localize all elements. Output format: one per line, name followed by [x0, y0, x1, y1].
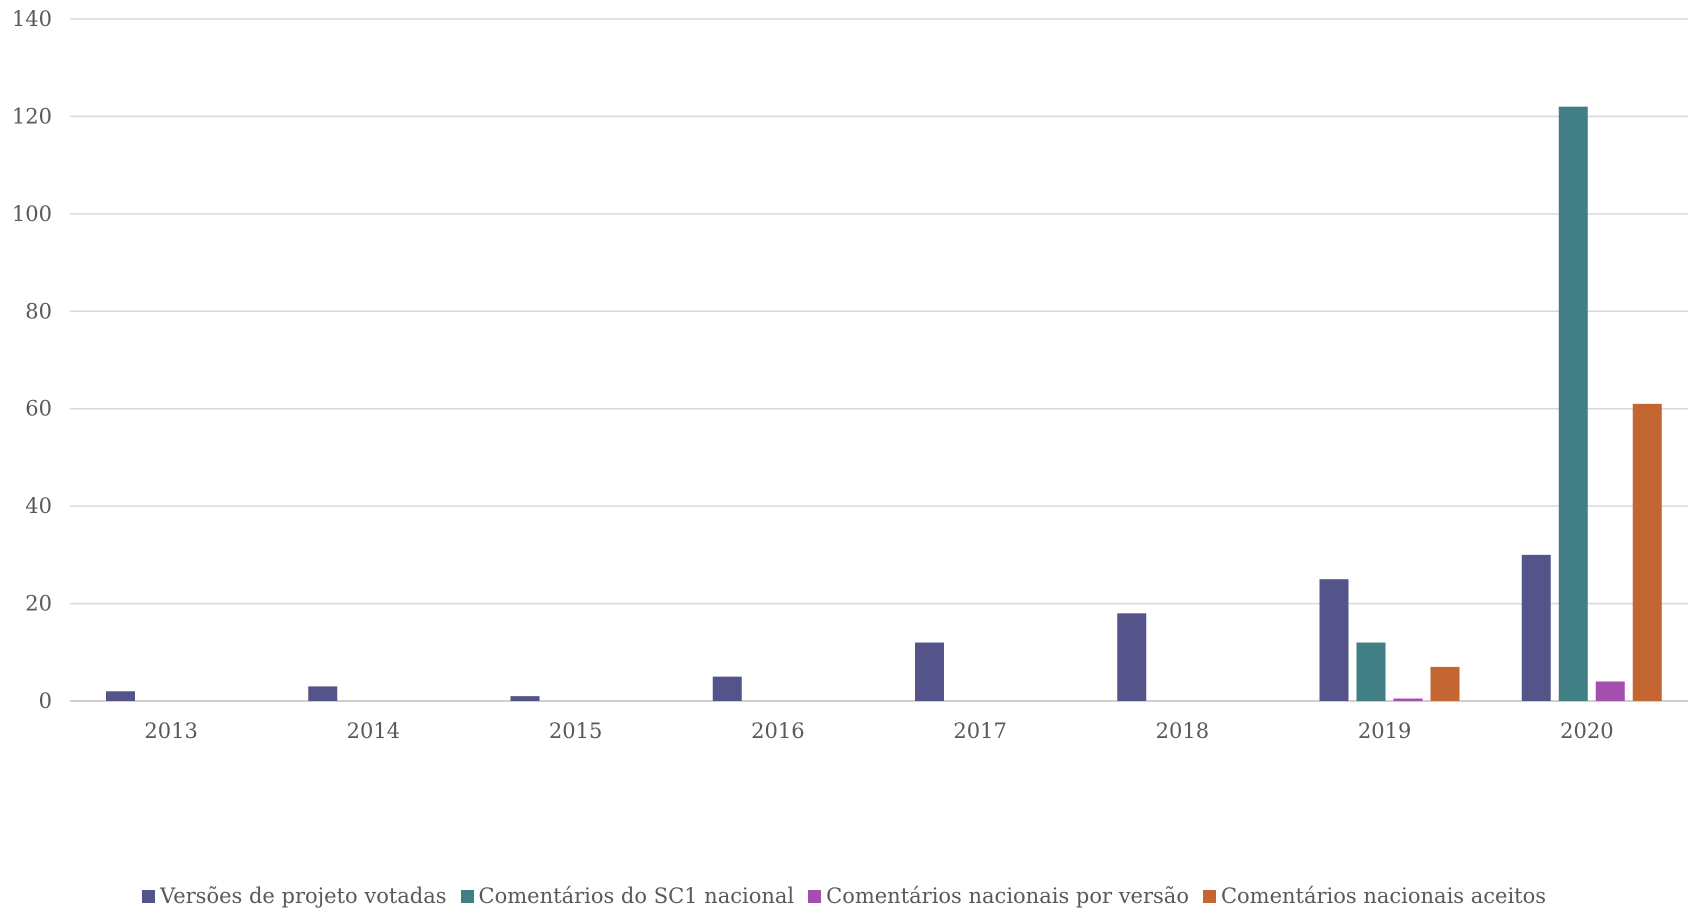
gridlines [70, 18, 1688, 702]
bar-2014-series-1 [308, 686, 338, 701]
legend-swatch [808, 889, 822, 903]
legend-item: Comentários nacionais por versão [808, 884, 1189, 908]
bar-2015-series-1 [510, 696, 540, 701]
x-tick-label: 2014 [347, 719, 400, 743]
bar-2016-series-1 [712, 676, 742, 701]
y-tick-label: 20 [25, 592, 52, 616]
y-axis-ticks: 0 20 40 60 80 100 120 140 [12, 7, 52, 713]
bar-2017-series-1 [915, 642, 944, 701]
legend-item: Comentários nacionais aceitos [1202, 884, 1547, 908]
bar-2018-series-1 [1117, 613, 1147, 701]
y-tick-label: 60 [25, 397, 52, 421]
y-tick-label: 120 [12, 104, 52, 128]
bar-2019-series-1 [1319, 579, 1349, 701]
bar-2019-series-3 [1393, 698, 1423, 701]
bar-2020-series-3 [1595, 681, 1625, 701]
legend-item: Comentários do SC1 nacional [460, 884, 795, 908]
y-tick-label: 40 [25, 494, 52, 518]
y-tick-label: 140 [12, 7, 52, 31]
x-tick-label: 2015 [549, 719, 602, 743]
legend-swatch [141, 889, 155, 903]
bar-2019-series-2 [1356, 642, 1386, 701]
x-axis-ticks: 2013 2014 2015 2016 2017 2018 2019 2020 [144, 719, 1613, 743]
legend-label: Comentários do SC1 nacional [478, 884, 795, 908]
y-tick-label: 0 [39, 689, 52, 713]
legend-item: Versões de projeto votadas [141, 884, 447, 908]
legend-label: Comentários nacionais por versão [826, 884, 1189, 908]
x-tick-label: 2020 [1560, 719, 1613, 743]
bar-2019-series-4 [1430, 666, 1460, 701]
bars [106, 106, 1662, 701]
x-tick-label: 2016 [751, 719, 804, 743]
y-tick-label: 80 [25, 299, 52, 323]
x-tick-label: 2019 [1358, 719, 1411, 743]
bar-2013-series-1 [106, 691, 135, 701]
legend-swatch [1202, 889, 1216, 903]
legend-label: Comentários nacionais aceitos [1220, 884, 1547, 908]
x-tick-label: 2013 [144, 719, 197, 743]
legend-label: Versões de projeto votadas [159, 884, 447, 908]
x-tick-label: 2018 [1156, 719, 1209, 743]
x-tick-label: 2017 [953, 719, 1006, 743]
legend: Versões de projeto votadas Comentários do… [0, 876, 1688, 916]
legend-swatch [460, 889, 474, 903]
bar-2020-series-4 [1632, 403, 1662, 701]
y-tick-label: 100 [12, 202, 52, 226]
bar-2020-series-1 [1521, 554, 1551, 701]
bar-2020-series-2 [1558, 106, 1588, 701]
